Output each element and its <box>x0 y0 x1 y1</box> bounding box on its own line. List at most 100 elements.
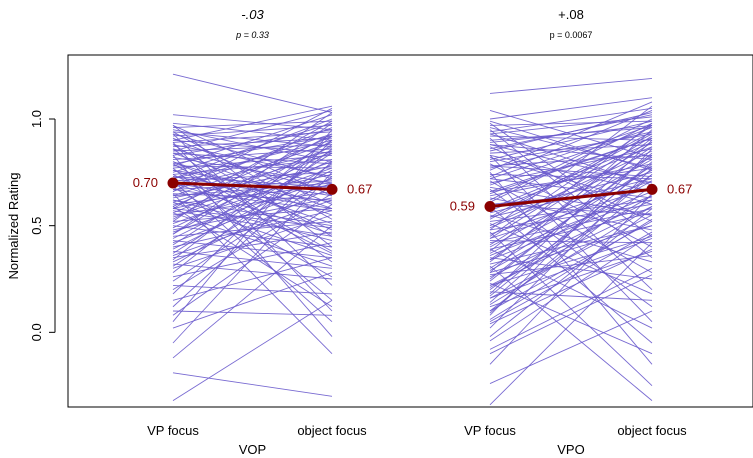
mean-label: 0.67 <box>347 181 372 196</box>
subject-line <box>172 284 333 295</box>
subject-line <box>489 122 653 203</box>
p-value-label: p = 0.0067 <box>550 30 593 40</box>
subject-lines <box>172 73 333 401</box>
subject-line <box>172 112 333 222</box>
subject-line <box>489 231 653 323</box>
mean-label: 0.70 <box>133 175 158 190</box>
difference-label: -.03 <box>241 7 264 22</box>
subject-line <box>172 131 333 220</box>
subject-line <box>489 169 653 254</box>
y-tick-label: 1.0 <box>29 110 44 128</box>
subject-line <box>172 310 333 316</box>
subject-line <box>172 193 333 354</box>
subject-line <box>489 238 653 299</box>
subject-line <box>489 193 653 365</box>
subject-line <box>172 107 333 192</box>
y-tick-label: 0.0 <box>29 323 44 341</box>
subject-line <box>172 182 333 197</box>
subject-line <box>172 188 333 212</box>
subject-line <box>172 186 333 278</box>
x-tick-label: VP focus <box>464 423 516 438</box>
subject-line <box>489 120 653 160</box>
subject-line <box>489 195 653 261</box>
subject-line <box>489 221 653 312</box>
subject-line <box>489 137 653 195</box>
subject-line <box>172 272 333 329</box>
subject-line <box>489 174 653 314</box>
subject-line <box>172 161 333 231</box>
x-tick-label: object focus <box>297 423 367 438</box>
subject-line <box>172 148 333 273</box>
subject-line <box>489 206 653 344</box>
subject-line <box>489 180 653 273</box>
mean-point <box>167 177 179 189</box>
subject-line <box>489 133 653 163</box>
mean-line <box>172 181 333 191</box>
subject-line <box>172 199 333 242</box>
subject-line <box>172 73 333 114</box>
subject-line <box>172 257 333 301</box>
subject-line <box>489 110 653 178</box>
subject-line <box>489 144 653 160</box>
subject-line <box>489 120 653 171</box>
subject-line <box>172 180 333 323</box>
group-label: VPO <box>557 442 584 457</box>
subject-line <box>172 169 333 224</box>
p-value-label: p = 0.33 <box>235 30 269 40</box>
subject-line <box>489 167 653 192</box>
mean-point <box>646 183 658 195</box>
subject-line <box>172 124 333 197</box>
subject-line <box>172 122 333 235</box>
subject-line <box>489 282 653 355</box>
subject-line <box>172 203 333 316</box>
mean-label: 0.67 <box>667 181 692 196</box>
mean-point <box>484 200 496 212</box>
subject-line <box>489 165 653 178</box>
subject-line <box>172 152 333 210</box>
subject-line <box>172 148 333 263</box>
subject-line <box>172 129 333 322</box>
subject-line <box>489 133 653 186</box>
subject-line <box>172 122 333 141</box>
subject-line <box>489 274 653 355</box>
panels: 0.70 0.67 -.03 p = 0.33 VP focus object focus… <box>133 7 693 457</box>
subject-line <box>489 212 653 250</box>
subject-line <box>172 110 333 152</box>
subject-line <box>172 129 333 156</box>
panel-vpo: 0.59 0.67 +.08 p = 0.0067 VP focus object foc… <box>450 7 693 457</box>
subject-line <box>489 127 653 186</box>
subject-line <box>489 137 653 263</box>
subject-line <box>489 206 653 286</box>
subject-line <box>172 167 333 301</box>
subject-line <box>172 206 333 308</box>
subject-line <box>172 163 333 267</box>
subject-line <box>489 248 653 325</box>
subject-line <box>489 214 653 263</box>
subject-line <box>172 169 333 197</box>
subject-line <box>172 159 333 239</box>
subject-line <box>489 116 653 135</box>
subject-line <box>172 133 333 286</box>
subject-line <box>172 182 333 235</box>
panel-vop: 0.70 0.67 -.03 p = 0.33 VP focus object focus… <box>133 7 373 457</box>
subject-line <box>489 214 653 299</box>
subject-line <box>172 174 333 254</box>
subject-line <box>489 203 653 216</box>
subject-line <box>172 172 333 344</box>
difference-label: +.08 <box>558 7 584 22</box>
subject-line <box>172 144 333 237</box>
subject-line <box>489 248 653 329</box>
group-label: VOP <box>239 442 266 457</box>
subject-line <box>172 182 333 244</box>
subject-line <box>172 142 333 197</box>
subject-line <box>172 133 333 220</box>
subject-line <box>172 142 333 312</box>
subject-line <box>489 225 653 274</box>
subject-line <box>489 189 653 308</box>
subject-line <box>172 240 333 259</box>
subject-line <box>172 114 333 167</box>
subject-line <box>489 131 653 169</box>
subject-line <box>172 156 333 184</box>
subject-line <box>489 186 653 239</box>
subject-line <box>172 263 333 280</box>
